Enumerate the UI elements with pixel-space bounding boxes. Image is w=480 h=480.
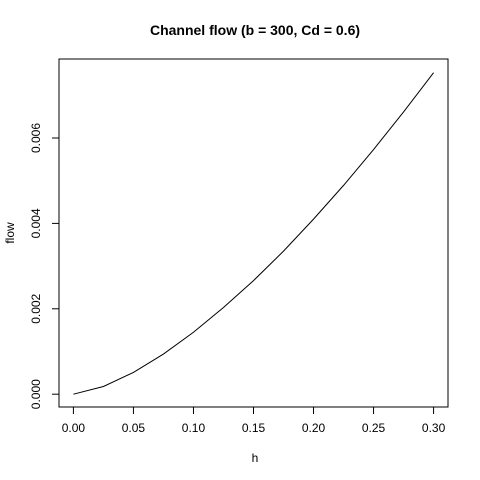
y-tick-label: 0.002 [29, 293, 43, 323]
y-tick-label: 0.000 [29, 379, 43, 409]
y-tick-label: 0.006 [29, 123, 43, 153]
y-tick-label: 0.004 [29, 208, 43, 238]
x-axis-label: h [252, 451, 259, 465]
x-tick-label: 0.15 [242, 421, 266, 435]
chart-title: Channel flow (b = 300, Cd = 0.6) [150, 22, 360, 38]
plot-frame [58, 58, 449, 408]
x-tick-label: 0.20 [302, 421, 326, 435]
x-axis: 0.00 0.05 0.10 0.15 0.20 0.25 0.30 [62, 406, 446, 435]
x-tick-label: 0.10 [182, 421, 206, 435]
x-tick-label: 0.30 [422, 421, 446, 435]
flow-curve [73, 72, 434, 395]
y-axis: 0.000 0.002 0.004 0.006 [29, 123, 60, 409]
x-tick-label: 0.05 [122, 421, 146, 435]
series-layer [73, 72, 434, 395]
x-tick-label: 0.00 [62, 421, 86, 435]
y-axis-label: flow [3, 222, 17, 244]
x-tick-label: 0.25 [362, 421, 386, 435]
